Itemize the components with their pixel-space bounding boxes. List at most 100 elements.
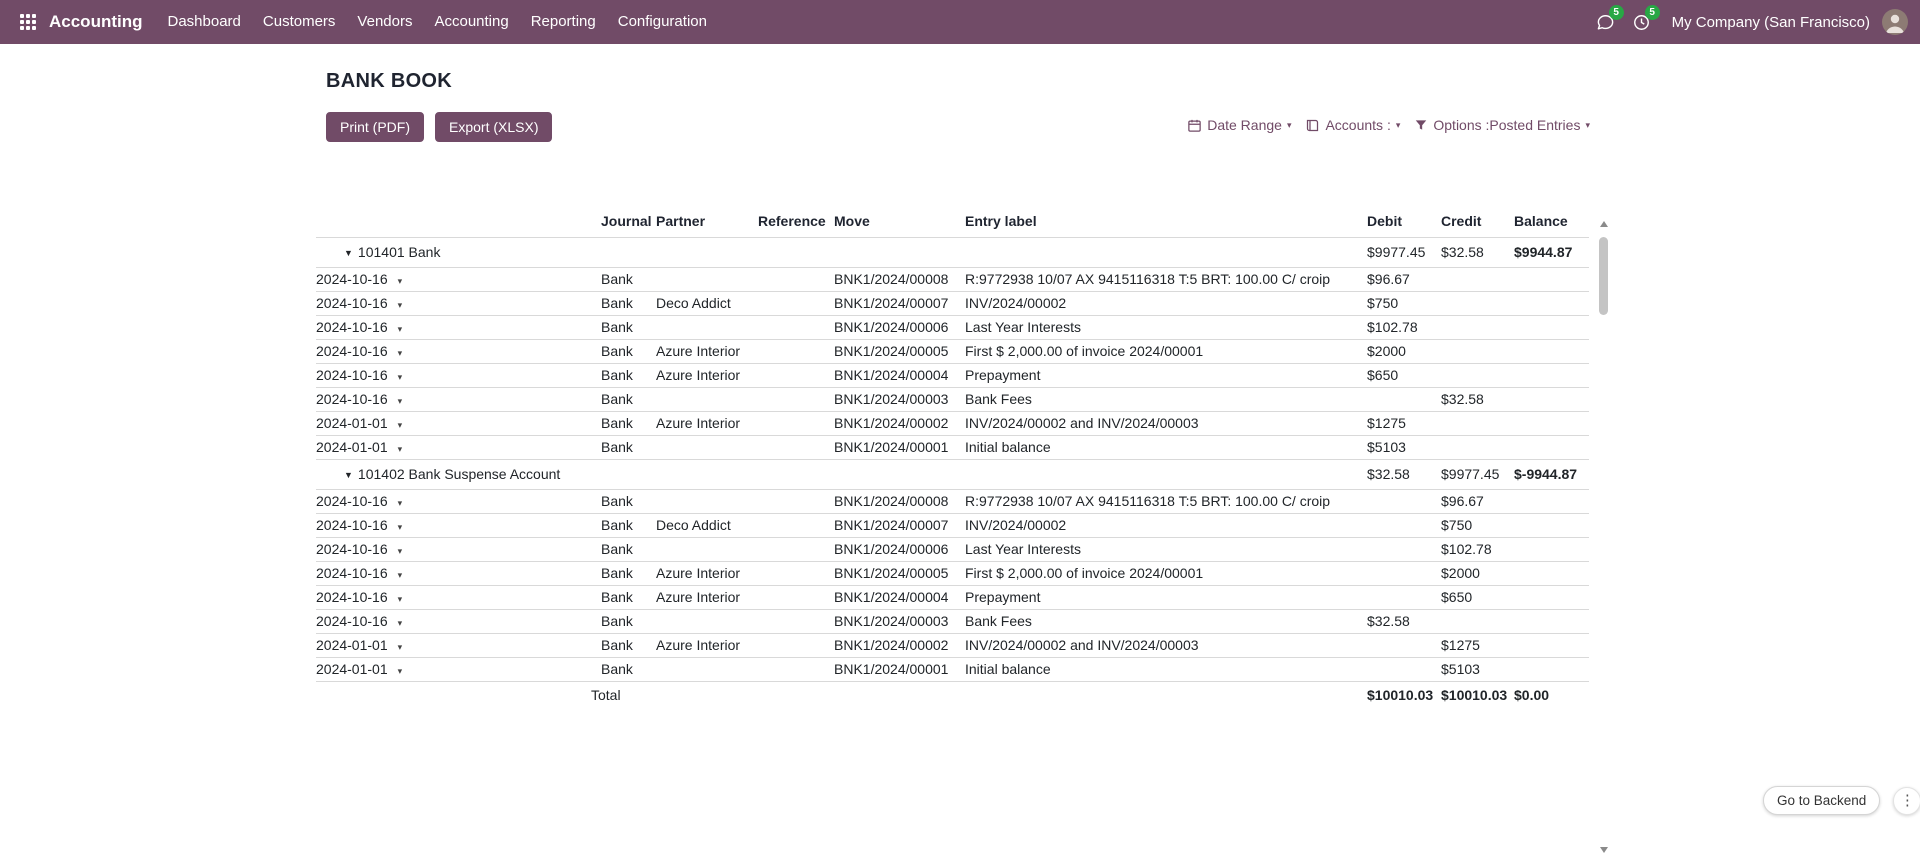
chevron-down-icon[interactable]: ▾ bbox=[397, 444, 403, 454]
entry-date-dropdown[interactable]: 2024-01-01 ▾ bbox=[316, 633, 601, 658]
activities-button[interactable]: 5 bbox=[1624, 0, 1660, 44]
nav-item-reporting[interactable]: Reporting bbox=[530, 13, 596, 30]
entry-reference bbox=[758, 609, 834, 634]
entry-reference bbox=[758, 267, 834, 292]
entry-credit bbox=[1441, 267, 1514, 292]
chevron-down-icon[interactable]: ▾ bbox=[397, 498, 403, 508]
table-header-row: Journal Partner Reference Move Entry lab… bbox=[316, 205, 1589, 238]
entry-date-dropdown[interactable]: 2024-10-16 ▾ bbox=[316, 315, 601, 340]
scroll-down-icon[interactable] bbox=[1596, 843, 1611, 857]
entry-label: Prepayment bbox=[965, 585, 1367, 610]
chevron-down-icon: ▾ bbox=[1585, 119, 1590, 130]
account-group-toggle[interactable]: ▼ 101401 Bank bbox=[316, 237, 1367, 268]
entry-date-dropdown[interactable]: 2024-10-16 ▾ bbox=[316, 609, 601, 634]
entry-reference bbox=[758, 537, 834, 562]
chevron-down-icon[interactable]: ▾ bbox=[397, 522, 403, 532]
options-filter[interactable]: Options :Posted Entries ▾ bbox=[1414, 117, 1590, 133]
entry-move: BNK1/2024/00002 bbox=[834, 633, 965, 658]
funnel-icon bbox=[1416, 120, 1427, 130]
entry-credit: $2000 bbox=[1441, 561, 1514, 586]
entry-date-dropdown[interactable]: 2024-10-16 ▾ bbox=[316, 363, 601, 388]
entry-date-dropdown[interactable]: 2024-10-16 ▾ bbox=[316, 561, 601, 586]
chevron-down-icon[interactable]: ▾ bbox=[397, 546, 403, 556]
nav-item-accounting[interactable]: Accounting bbox=[434, 13, 509, 30]
account-group-toggle[interactable]: ▼ 101402 Bank Suspense Account bbox=[316, 459, 1367, 490]
entry-journal: Bank bbox=[601, 387, 656, 412]
entry-date-dropdown[interactable]: 2024-01-01 ▾ bbox=[316, 435, 601, 460]
entry-move: BNK1/2024/00008 bbox=[834, 489, 965, 514]
entry-debit: $32.58 bbox=[1367, 609, 1441, 634]
entry-journal: Bank bbox=[601, 585, 656, 610]
entry-date-dropdown[interactable]: 2024-10-16 ▾ bbox=[316, 387, 601, 412]
entry-date-dropdown[interactable]: 2024-10-16 ▾ bbox=[316, 489, 601, 514]
entry-partner: Deco Addict bbox=[656, 291, 758, 316]
accounts-filter[interactable]: Accounts : ▾ bbox=[1305, 117, 1400, 133]
entry-date-dropdown[interactable]: 2024-01-01 ▾ bbox=[316, 411, 601, 436]
messages-button[interactable]: 5 bbox=[1588, 0, 1624, 44]
app-brand[interactable]: Accounting bbox=[49, 12, 143, 31]
journal-entry-row: 2024-10-16 ▾ Bank BNK1/2024/00006 Last Year … bbox=[316, 537, 1589, 562]
total-balance: $0.00 bbox=[1514, 687, 1550, 704]
chevron-down-icon[interactable]: ▾ bbox=[397, 570, 403, 580]
total-credit: $10010.03 bbox=[1441, 687, 1508, 704]
nav-item-configuration[interactable]: Configuration bbox=[617, 13, 707, 30]
journal-entry-row: 2024-10-16 ▾ Bank Azure Interior BNK1/2024/0… bbox=[316, 585, 1589, 610]
entry-label: R:9772938 10/07 AX 9415116318 T:5 BRT: 1… bbox=[965, 267, 1367, 292]
apps-grid-icon[interactable] bbox=[13, 0, 43, 44]
entry-partner bbox=[656, 387, 758, 412]
chevron-down-icon[interactable]: ▾ bbox=[397, 372, 403, 382]
entry-label: Last Year Interests bbox=[965, 315, 1367, 340]
options-value: Posted Entries bbox=[1489, 117, 1581, 133]
entry-journal: Bank bbox=[601, 657, 656, 682]
entry-date-dropdown[interactable]: 2024-10-16 ▾ bbox=[316, 537, 601, 562]
entry-date-dropdown[interactable]: 2024-01-01 ▾ bbox=[316, 657, 601, 682]
nav-item-vendors[interactable]: Vendors bbox=[357, 13, 413, 30]
scroll-up-icon[interactable] bbox=[1596, 217, 1611, 231]
export-xlsx-button[interactable]: Export (XLSX) bbox=[435, 112, 553, 142]
user-avatar[interactable] bbox=[1882, 9, 1908, 35]
entry-credit: $1275 bbox=[1441, 633, 1514, 658]
bank-book-table-body: ▼ 101401 Bank $9977.45 $32.58 $9944.87 2024-1… bbox=[316, 237, 1589, 709]
chevron-down-icon[interactable]: ▾ bbox=[397, 396, 403, 406]
entry-journal: Bank bbox=[601, 489, 656, 514]
entry-date-dropdown[interactable]: 2024-10-16 ▾ bbox=[316, 513, 601, 538]
company-menu[interactable]: My Company (San Francisco) bbox=[1671, 13, 1870, 31]
chevron-down-icon[interactable]: ▾ bbox=[397, 324, 403, 334]
chevron-down-icon[interactable]: ▾ bbox=[397, 618, 403, 628]
entry-debit: $5103 bbox=[1367, 435, 1441, 460]
ledger-icon bbox=[1307, 119, 1319, 131]
date-range-filter[interactable]: Date Range ▾ bbox=[1187, 117, 1291, 133]
kebab-menu-icon[interactable]: ⋮ bbox=[1893, 786, 1920, 815]
print-pdf-button[interactable]: Print (PDF) bbox=[326, 112, 424, 142]
entry-date-dropdown[interactable]: 2024-10-16 ▾ bbox=[316, 339, 601, 364]
entry-balance bbox=[1514, 489, 1589, 514]
options-text: Options :Posted Entries bbox=[1433, 117, 1580, 133]
chevron-down-icon[interactable]: ▾ bbox=[397, 300, 403, 310]
vertical-scrollbar[interactable] bbox=[1596, 217, 1611, 857]
entry-date-dropdown[interactable]: 2024-10-16 ▾ bbox=[316, 585, 601, 610]
entry-balance bbox=[1514, 513, 1589, 538]
entry-journal: Bank bbox=[601, 609, 656, 634]
entry-balance bbox=[1514, 387, 1589, 412]
total-label: Total bbox=[591, 687, 621, 704]
chevron-down-icon[interactable]: ▾ bbox=[397, 594, 403, 604]
entry-move: BNK1/2024/00007 bbox=[834, 291, 965, 316]
chevron-down-icon[interactable]: ▾ bbox=[397, 420, 403, 430]
entry-journal: Bank bbox=[601, 513, 656, 538]
entry-date-dropdown[interactable]: 2024-10-16 ▾ bbox=[316, 267, 601, 292]
entry-label: Bank Fees bbox=[965, 609, 1367, 634]
chevron-down-icon[interactable]: ▾ bbox=[397, 666, 403, 676]
chevron-down-icon[interactable]: ▾ bbox=[397, 348, 403, 358]
entry-partner bbox=[656, 537, 758, 562]
report-actions: Print (PDF) Export (XLSX) bbox=[326, 112, 553, 142]
chevron-down-icon[interactable]: ▾ bbox=[397, 642, 403, 652]
entry-label: INV/2024/00002 bbox=[965, 291, 1367, 316]
group-debit: $32.58 bbox=[1367, 459, 1441, 490]
chevron-down-icon[interactable]: ▾ bbox=[397, 276, 403, 286]
nav-item-customers[interactable]: Customers bbox=[262, 13, 336, 30]
go-to-backend-button[interactable]: Go to Backend bbox=[1763, 786, 1881, 815]
entry-journal: Bank bbox=[601, 291, 656, 316]
scrollbar-thumb[interactable] bbox=[1599, 237, 1608, 315]
nav-item-dashboard[interactable]: Dashboard bbox=[167, 13, 241, 30]
entry-date-dropdown[interactable]: 2024-10-16 ▾ bbox=[316, 291, 601, 316]
